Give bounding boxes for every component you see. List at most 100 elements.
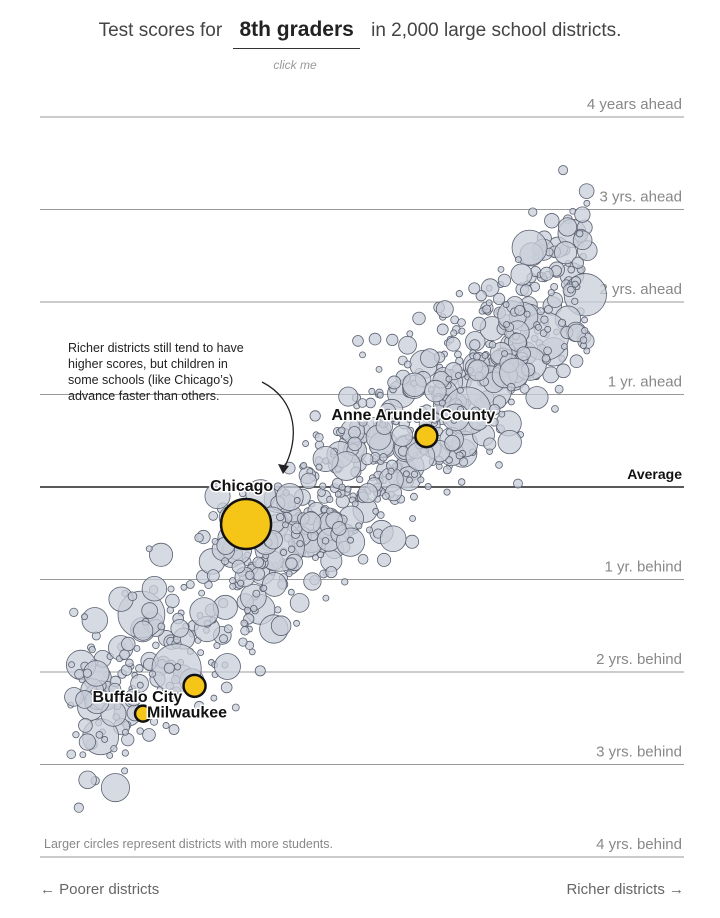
highlight-district-label: Anne Arundel County xyxy=(331,407,495,424)
district-point xyxy=(366,526,374,534)
district-point xyxy=(326,495,334,503)
y-tick-label: Average xyxy=(627,466,682,482)
district-point xyxy=(501,350,509,358)
district-point xyxy=(314,432,324,442)
district-point xyxy=(413,415,421,423)
district-point xyxy=(384,408,392,416)
x-axis-label-poorer: ← Poorer districts xyxy=(40,881,160,898)
district-point xyxy=(514,304,526,316)
district-point xyxy=(238,637,248,647)
district-point xyxy=(282,521,289,529)
district-point xyxy=(361,411,369,419)
size-legend-note: Larger circles represent districts with … xyxy=(44,837,333,851)
district-point xyxy=(136,681,144,689)
district-point xyxy=(252,556,264,569)
district-point xyxy=(550,282,559,291)
district-point xyxy=(544,213,560,229)
district-point xyxy=(544,305,553,314)
district-point xyxy=(197,649,205,656)
district-point xyxy=(122,728,129,736)
district-point xyxy=(285,570,293,578)
district-point xyxy=(302,440,310,447)
y-tick-label: 1 yr. behind xyxy=(604,559,682,576)
district-point xyxy=(229,582,237,590)
district-point xyxy=(583,347,591,355)
district-point xyxy=(547,292,563,308)
district-point xyxy=(293,497,301,504)
district-point xyxy=(338,386,359,407)
highlight-district-point xyxy=(133,704,153,723)
click-me-hint: click me xyxy=(273,58,317,72)
district-point xyxy=(420,348,440,369)
district-point xyxy=(237,579,245,587)
district-point xyxy=(348,426,361,439)
annotation-line: advance faster than others. xyxy=(68,389,219,403)
district-point xyxy=(567,285,575,294)
district-point xyxy=(351,500,359,508)
district-point xyxy=(189,597,219,627)
district-point xyxy=(170,619,190,638)
district-point xyxy=(475,290,487,302)
district-point xyxy=(443,488,451,496)
district-point xyxy=(148,670,156,678)
annotation-arrow xyxy=(261,381,294,471)
district-point xyxy=(317,488,326,497)
chart-title: Test scores for 8th graders in 2,000 lar… xyxy=(0,18,720,49)
district-point xyxy=(519,383,530,394)
y-tick-label: 3 yrs. behind xyxy=(596,744,682,761)
y-tick-label: 4 yrs. behind xyxy=(596,836,682,853)
district-point xyxy=(315,463,323,471)
district-point xyxy=(417,476,425,484)
district-point xyxy=(547,289,555,297)
district-point xyxy=(299,511,322,534)
district-point xyxy=(569,354,584,369)
district-point xyxy=(424,379,447,403)
district-point xyxy=(471,316,487,332)
district-point xyxy=(409,515,417,522)
district-point xyxy=(368,332,382,346)
district-point xyxy=(240,626,250,636)
district-point xyxy=(403,360,412,369)
district-point xyxy=(213,642,221,650)
district-point xyxy=(250,604,258,613)
district-point xyxy=(135,664,144,673)
district-point xyxy=(300,472,317,490)
district-point xyxy=(322,594,330,602)
district-point xyxy=(386,333,399,346)
district-point xyxy=(424,483,432,491)
district-point xyxy=(468,282,481,295)
district-point xyxy=(127,591,138,602)
district-point xyxy=(300,462,308,470)
district-point xyxy=(149,542,174,567)
district-point xyxy=(210,694,218,702)
district-point xyxy=(121,733,135,747)
district-point xyxy=(539,266,554,281)
district-point xyxy=(173,663,182,671)
district-point xyxy=(165,593,180,609)
district-point xyxy=(78,733,96,751)
district-point xyxy=(410,492,418,501)
grade-selector-button[interactable]: 8th graders xyxy=(233,18,360,49)
district-point xyxy=(450,416,458,424)
district-point xyxy=(133,620,154,641)
district-point xyxy=(359,351,366,359)
district-point xyxy=(82,668,92,678)
district-point xyxy=(528,207,538,217)
district-point xyxy=(405,534,420,549)
district-point xyxy=(338,426,346,434)
district-point xyxy=(287,588,295,596)
district-point xyxy=(194,700,205,712)
district-point xyxy=(79,751,87,759)
district-point xyxy=(581,316,588,324)
district-point xyxy=(457,318,466,327)
district-point xyxy=(262,572,287,597)
district-point xyxy=(575,229,584,238)
district-point xyxy=(523,310,531,318)
district-point xyxy=(368,387,376,395)
district-point xyxy=(321,537,330,545)
district-point xyxy=(405,415,413,423)
district-point xyxy=(469,339,481,351)
district-point xyxy=(578,183,595,199)
district-point xyxy=(280,548,288,556)
district-point xyxy=(567,265,576,274)
